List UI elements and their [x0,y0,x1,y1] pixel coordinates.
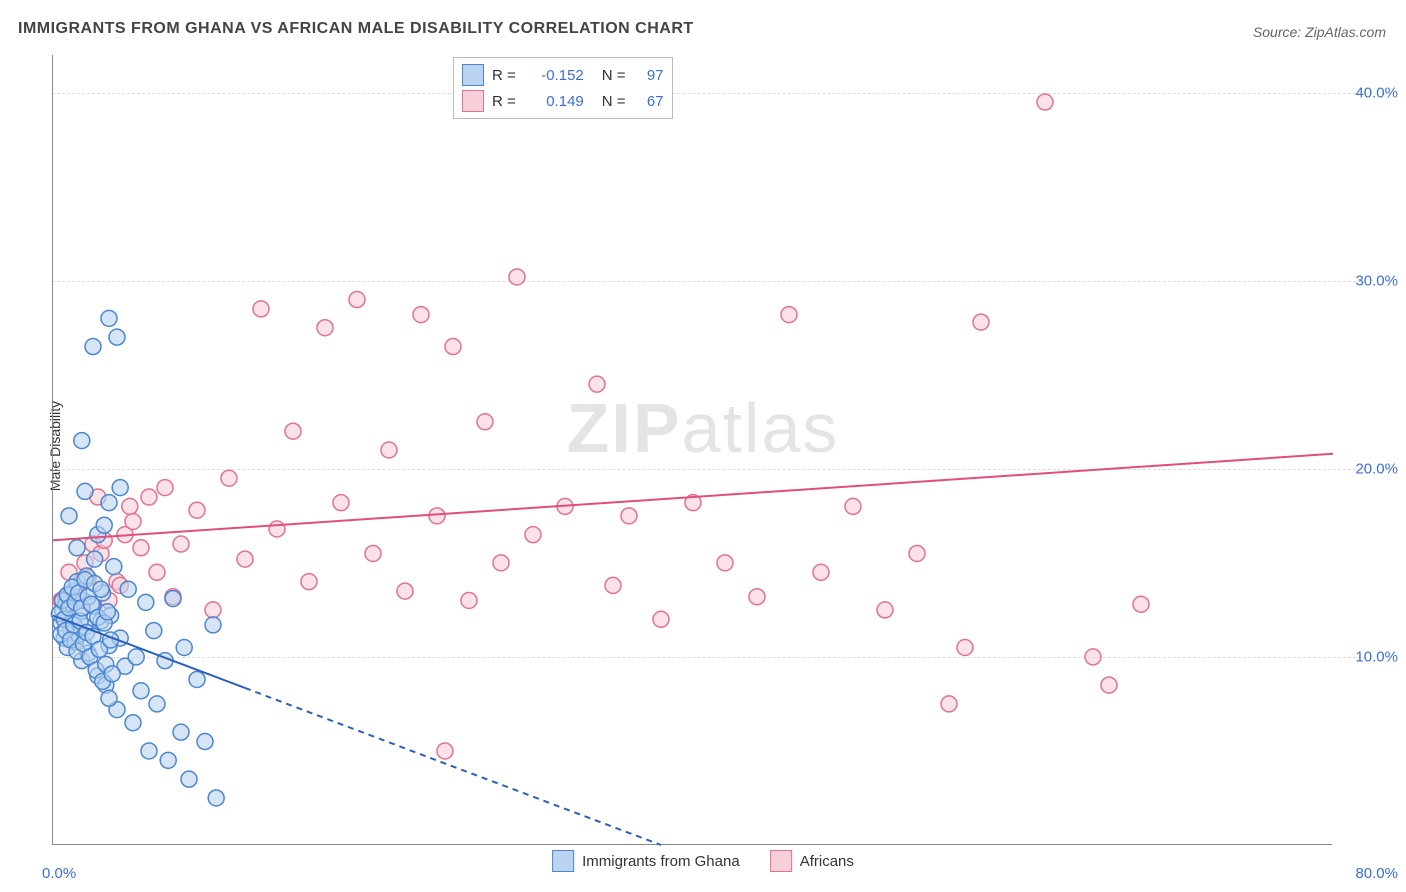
legend-item-0: Immigrants from Ghana [552,850,740,872]
n-label: N = [602,67,626,84]
corr-row-1: R = 0.149 N = 67 [462,88,664,114]
r-value-1: 0.149 [524,93,584,110]
scatter-svg [53,55,1333,845]
legend-swatch-1 [770,850,792,872]
n-value-1: 67 [634,93,664,110]
legend-item-1: Africans [770,850,854,872]
bottom-legend: Immigrants from Ghana Africans [552,850,854,872]
n-value-0: 97 [634,67,664,84]
corr-row-0: R = -0.152 N = 97 [462,62,664,88]
r-label: R = [492,93,516,110]
legend-swatch-0 [552,850,574,872]
chart-title: IMMIGRANTS FROM GHANA VS AFRICAN MALE DI… [18,20,694,38]
correlation-box: R = -0.152 N = 97 R = 0.149 N = 67 [453,57,673,119]
n-label: N = [602,93,626,110]
legend-label-1: Africans [800,853,854,870]
x-tick-left: 0.0% [42,865,76,882]
swatch-series-1 [462,90,484,112]
legend-label-0: Immigrants from Ghana [582,853,740,870]
plot-area: R = -0.152 N = 97 R = 0.149 N = 67 [52,55,1332,845]
x-tick-right: 80.0% [1355,865,1398,882]
source-label: Source: ZipAtlas.com [1253,24,1386,40]
r-value-0: -0.152 [524,67,584,84]
swatch-series-0 [462,64,484,86]
r-label: R = [492,67,516,84]
